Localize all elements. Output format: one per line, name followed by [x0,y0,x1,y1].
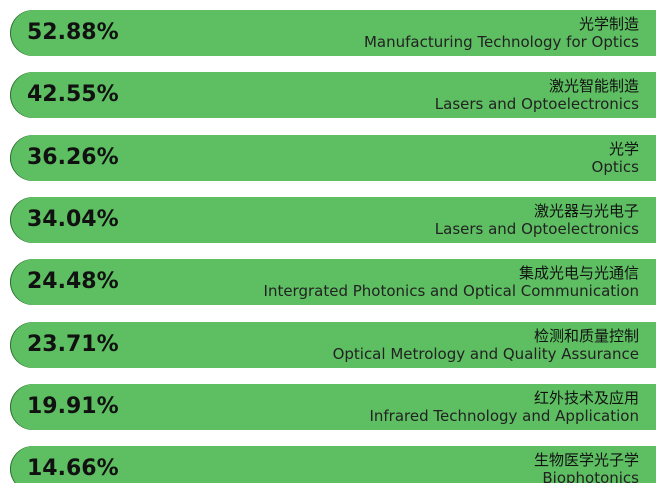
name-zh: 激光智能制造 [548,77,639,96]
list-row: 52.88% 光学制造 Manufacturing Technology for O… [10,10,656,56]
percent: 36.26% [27,144,119,170]
name-en: Optics [591,157,639,176]
name-zh: 激光器与光电子 [533,201,639,220]
percent: 24.48% [27,269,119,295]
name-en: Lasers and Optoelectronics [434,219,639,238]
list-row: 42.55% 激光智能制造 Lasers and Optoelectronics [10,72,656,119]
percent: 42.55% [27,82,119,108]
percent: 34.04% [27,206,119,232]
name-zh: 光学制造 [578,15,639,33]
list-row: 14.66% 生物医学光子学 Biophotonics [10,446,656,483]
name-zh: 集成光电与光通信 [518,264,639,283]
list-row: 19.91% 红外技术及应用 Infrared Technology and App… [10,383,656,430]
name-en: Biophotonics [542,469,639,483]
name-en: Manufacturing Technology for Optics [363,33,639,51]
percent: 52.88% [27,20,119,45]
name-en: Optical Metrology and Quality Assurance [332,344,639,363]
list-row: 34.04% 激光器与光电子 Lasers and Optoelectronics [10,196,656,243]
name-zh: 检测和质量控制 [533,326,639,345]
name-zh: 生物医学光子学 [533,451,639,470]
list-row: 23.71% 检测和质量控制 Optical Metrology and Quali… [10,321,656,368]
percent: 23.71% [27,331,119,357]
list-row: 36.26% 光学 Optics [10,134,656,181]
name-en: Lasers and Optoelectronics [434,95,639,114]
percent: 19.91% [27,393,119,419]
name-en: Infrared Technology and Application [369,406,639,425]
name-en: Intergrated Photonics and Optical Commun… [263,282,639,301]
name-zh: 光学 [608,139,639,158]
percent: 14.66% [27,456,119,482]
name-zh: 红外技术及应用 [533,388,639,407]
list-row: 24.48% 集成光电与光通信 Intergrated Photonics and … [10,259,656,306]
